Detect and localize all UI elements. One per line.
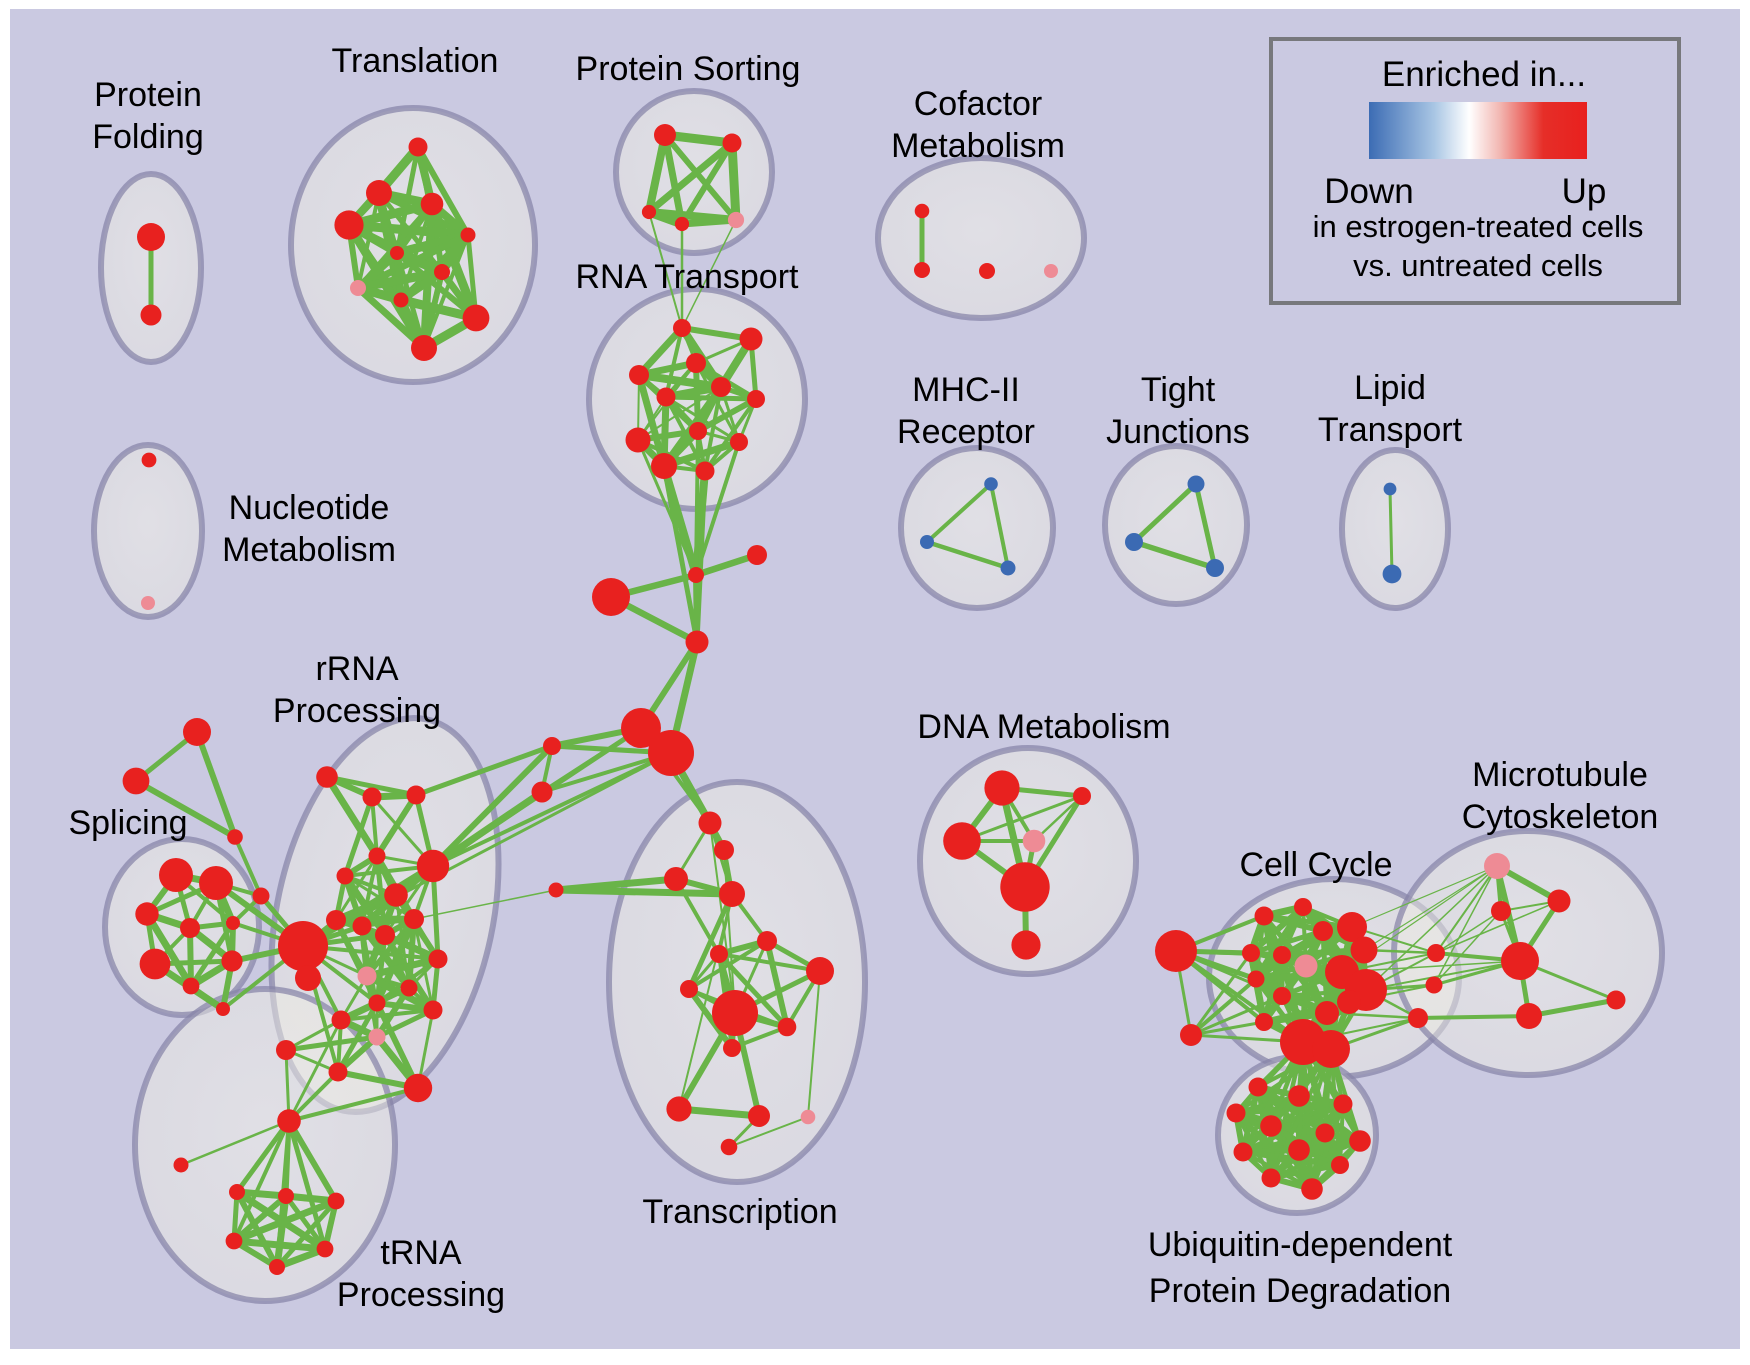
svg-text:Lipid: Lipid bbox=[1354, 369, 1426, 407]
svg-text:Cell Cycle: Cell Cycle bbox=[1239, 846, 1392, 884]
svg-text:rRNA: rRNA bbox=[315, 650, 398, 688]
svg-text:Receptor: Receptor bbox=[897, 413, 1035, 451]
svg-text:Cofactor: Cofactor bbox=[914, 85, 1043, 123]
svg-text:MHC-II: MHC-II bbox=[912, 371, 1020, 409]
svg-text:Microtubule: Microtubule bbox=[1472, 756, 1648, 794]
svg-text:Translation: Translation bbox=[332, 42, 499, 80]
svg-text:Folding: Folding bbox=[92, 118, 204, 156]
svg-text:Protein: Protein bbox=[94, 76, 202, 114]
svg-text:Transcription: Transcription bbox=[642, 1193, 837, 1231]
svg-text:Junctions: Junctions bbox=[1106, 413, 1250, 451]
svg-text:Transport: Transport bbox=[1318, 411, 1463, 449]
svg-text:DNA Metabolism: DNA Metabolism bbox=[917, 708, 1170, 746]
svg-text:vs. untreated cells: vs. untreated cells bbox=[1353, 248, 1603, 283]
svg-text:tRNA: tRNA bbox=[380, 1234, 462, 1272]
svg-text:Ubiquitin-dependent: Ubiquitin-dependent bbox=[1148, 1226, 1453, 1264]
svg-text:Protein Sorting: Protein Sorting bbox=[576, 50, 801, 88]
svg-text:Enriched in...: Enriched in... bbox=[1382, 55, 1586, 94]
svg-text:Metabolism: Metabolism bbox=[222, 531, 396, 569]
svg-text:Up: Up bbox=[1562, 172, 1607, 211]
svg-text:Cytoskeleton: Cytoskeleton bbox=[1462, 798, 1659, 836]
svg-text:RNA Transport: RNA Transport bbox=[576, 258, 800, 296]
svg-text:Tight: Tight bbox=[1141, 371, 1216, 409]
svg-text:Splicing: Splicing bbox=[68, 804, 187, 842]
svg-text:Processing: Processing bbox=[337, 1276, 505, 1314]
svg-text:Processing: Processing bbox=[273, 692, 441, 730]
svg-text:Down: Down bbox=[1324, 172, 1413, 211]
svg-text:Metabolism: Metabolism bbox=[891, 127, 1065, 165]
svg-text:in estrogen-treated cells: in estrogen-treated cells bbox=[1313, 209, 1644, 244]
svg-text:Protein Degradation: Protein Degradation bbox=[1149, 1272, 1451, 1310]
svg-text:Nucleotide: Nucleotide bbox=[229, 489, 390, 527]
